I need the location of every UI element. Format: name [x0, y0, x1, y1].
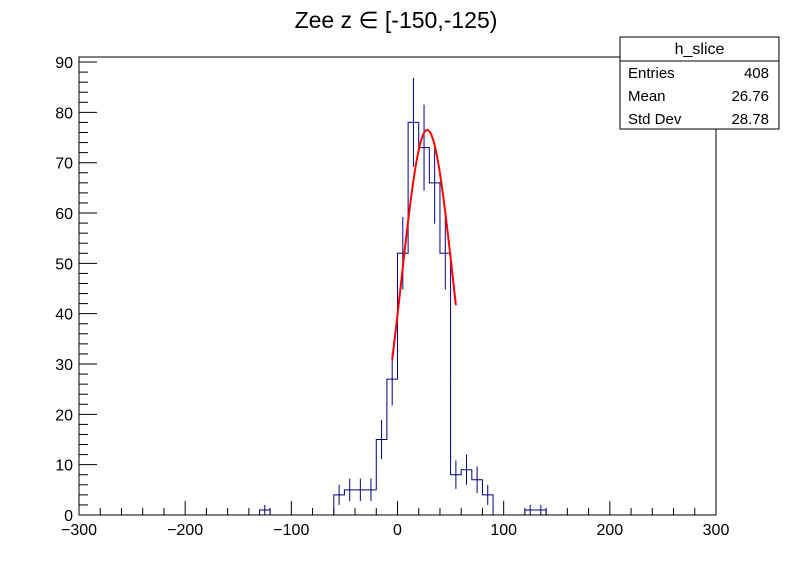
histogram-bins: [79, 77, 716, 516]
stats-box-frame: [619, 36, 780, 130]
y-tick-label: 50: [55, 256, 73, 273]
stats-stddev-value: 28.78: [731, 111, 769, 128]
y-tick-label: 30: [55, 357, 73, 374]
y-tick-label: 0: [64, 508, 73, 525]
y-tick-label: 90: [55, 55, 73, 72]
y-tick-label: 10: [55, 458, 73, 475]
y-tick-label: 20: [55, 407, 73, 424]
y-tick-label: 70: [55, 156, 73, 173]
plot-frame: [78, 56, 717, 516]
x-tick-label: 300: [703, 522, 730, 539]
stats-mean-value: 26.76: [731, 88, 769, 105]
x-tick-label: −200: [167, 522, 203, 539]
stats-mean-label: Mean: [628, 88, 666, 105]
fit-curve: [391, 128, 457, 360]
y-tick-label: 40: [55, 307, 73, 324]
y-axis: 0 10 20 30 40 50 60 70 80 90: [55, 55, 97, 525]
x-axis: −300 −200 −100 0 100 200 300: [61, 501, 729, 539]
y-tick-label: 60: [55, 206, 73, 223]
stats-entries-label: Entries: [628, 65, 675, 82]
x-tick-label: −100: [273, 522, 309, 539]
stats-box: h_slice Entries 408 Mean 26.76 Std Dev 2…: [619, 36, 780, 130]
stats-entries-value: 408: [744, 65, 769, 82]
stats-box-title: h_slice: [675, 41, 725, 58]
y-tick-label: 80: [55, 105, 73, 122]
stats-stddev-label: Std Dev: [628, 111, 682, 128]
fit-curve-layer: [391, 128, 457, 360]
x-tick-label: 200: [596, 522, 623, 539]
x-tick-label: 100: [490, 522, 517, 539]
chart-title: Zee z ∈ [-150,-125): [295, 7, 498, 33]
x-tick-label: 0: [393, 522, 402, 539]
x-tick-label: −300: [61, 522, 97, 539]
